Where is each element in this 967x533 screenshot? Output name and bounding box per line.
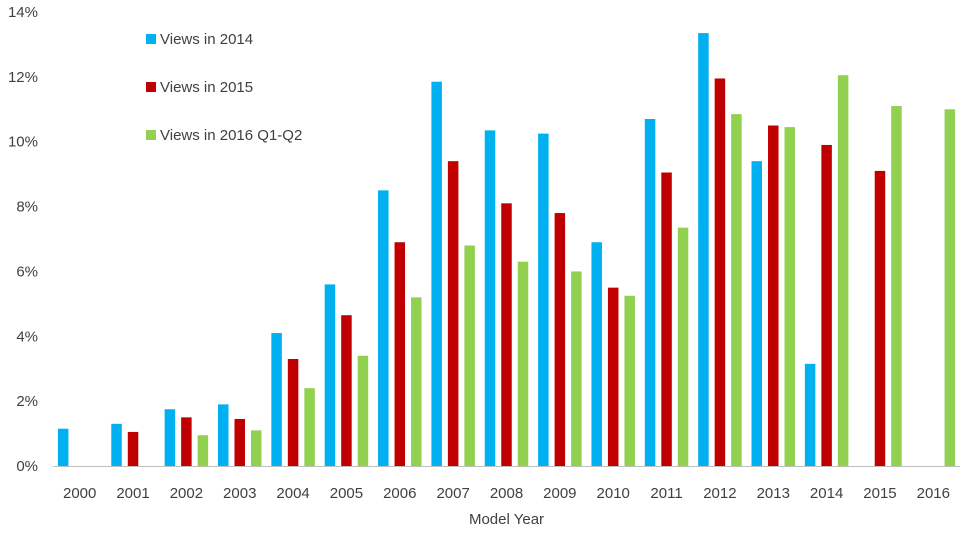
bar-views-in-2014-2008 (484, 130, 496, 466)
bar-views-in-2015-2003 (234, 418, 245, 466)
bar-views-in-2016-q1-q2-2013 (784, 127, 796, 466)
bar-views-in-2014-2001 (111, 423, 122, 466)
y-tick-label: 2% (16, 393, 38, 410)
bar-views-in-2015-2001 (127, 431, 139, 466)
legend-label: Views in 2016 Q1-Q2 (160, 127, 302, 144)
x-tick-label: 2007 (436, 485, 469, 502)
bar-views-in-2016-q1-q2-2002 (197, 435, 209, 466)
x-tick-label: 2001 (116, 485, 149, 502)
x-tick-label: 2004 (276, 485, 309, 502)
bar-views-in-2016-q1-q2-2009 (571, 271, 582, 466)
legend-swatch (146, 130, 156, 140)
bar-views-in-2016-q1-q2-2014 (837, 75, 849, 466)
legend-swatch (146, 82, 156, 92)
bar-views-in-2015-2005 (341, 315, 352, 466)
x-tick-label: 2011 (650, 485, 682, 502)
bar-views-in-2014-2014 (804, 363, 816, 466)
bar-views-in-2015-2006 (394, 242, 406, 466)
x-tick-label: 2016 (917, 485, 950, 502)
x-tick-label: 2008 (490, 485, 523, 502)
bar-views-in-2014-2002 (164, 409, 176, 466)
x-tick-label: 2003 (223, 485, 256, 502)
bar-views-in-2015-2013 (768, 125, 779, 466)
bar-views-in-2014-2011 (644, 119, 656, 466)
bar-views-in-2015-2007 (447, 161, 459, 466)
y-tick-label: 0% (16, 458, 38, 475)
bar-views-in-2016-q1-q2-2007 (464, 245, 475, 466)
y-tick-label: 12% (8, 69, 38, 86)
bar-views-in-2015-2010 (607, 287, 619, 466)
x-tick-label: 2014 (810, 485, 843, 502)
bar-views-in-2015-2008 (501, 203, 512, 467)
bar-views-in-2016-q1-q2-2004 (304, 388, 315, 466)
bar-views-in-2015-2004 (287, 358, 299, 466)
legend-label: Views in 2015 (160, 79, 253, 96)
bar-views-in-2014-2013 (751, 161, 763, 466)
bar-views-in-2016-q1-q2-2006 (411, 297, 422, 466)
y-axis: 0% 2% 4% 6% 8% 10% 12% 14% (8, 4, 38, 475)
legend: Views in 2014 Views in 2015 Views in 2016 … (146, 31, 302, 144)
bar-views-in-2016-q1-q2-2011 (677, 227, 689, 466)
bar-views-in-2014-2009 (538, 133, 549, 466)
bar-views-in-2015-2002 (181, 417, 192, 466)
x-tick-label: 2010 (597, 485, 630, 502)
bar-views-in-2014-2004 (271, 333, 282, 466)
x-axis-title: Model Year (469, 511, 544, 528)
bar-views-in-2014-2010 (591, 242, 602, 466)
bar-views-in-2015-2009 (554, 213, 566, 466)
x-tick-label: 2000 (63, 485, 96, 502)
y-tick-label: 10% (8, 134, 38, 151)
bar-views-in-2014-2003 (217, 404, 229, 466)
x-axis: 2000 2001 2002 2003 2004 2005 2006 2007 2008 2009… (63, 485, 950, 502)
bar-views-in-2016-q1-q2-2003 (250, 430, 262, 466)
y-tick-label: 4% (16, 328, 38, 345)
bar-views-in-2016-q1-q2-2012 (731, 114, 742, 467)
y-tick-label: 14% (8, 4, 38, 21)
bar-views-in-2014-2000 (57, 428, 69, 466)
bar-views-in-2016-q1-q2-2008 (517, 261, 529, 466)
x-tick-label: 2009 (543, 485, 576, 502)
legend-swatch (146, 34, 156, 44)
bar-views-in-2014-2005 (324, 284, 336, 466)
y-tick-label: 6% (16, 263, 38, 280)
bar-views-in-2015-2012 (714, 78, 726, 466)
x-tick-label: 2012 (703, 485, 736, 502)
bar-views-in-2016-q1-q2-2010 (624, 295, 635, 466)
legend-label: Views in 2014 (160, 31, 253, 48)
x-tick-label: 2002 (170, 485, 203, 502)
x-tick-label: 2006 (383, 485, 416, 502)
y-tick-label: 8% (16, 199, 38, 216)
bars (57, 33, 956, 467)
bar-views-in-2016-q1-q2-2015 (891, 106, 902, 467)
bar-views-in-2015-2015 (874, 170, 886, 466)
bar-views-in-2015-2014 (821, 144, 832, 466)
bar-views-in-2015-2011 (661, 172, 672, 466)
x-tick-label: 2005 (330, 485, 363, 502)
bar-views-in-2016-q1-q2-2005 (357, 355, 369, 466)
x-tick-label: 2015 (863, 485, 896, 502)
bar-views-in-2014-2006 (378, 190, 389, 466)
bar-views-in-2014-2007 (431, 81, 442, 466)
bar-views-in-2014-2012 (698, 33, 709, 466)
bar-views-in-2016-q1-q2-2016 (944, 109, 956, 467)
x-tick-label: 2013 (757, 485, 790, 502)
